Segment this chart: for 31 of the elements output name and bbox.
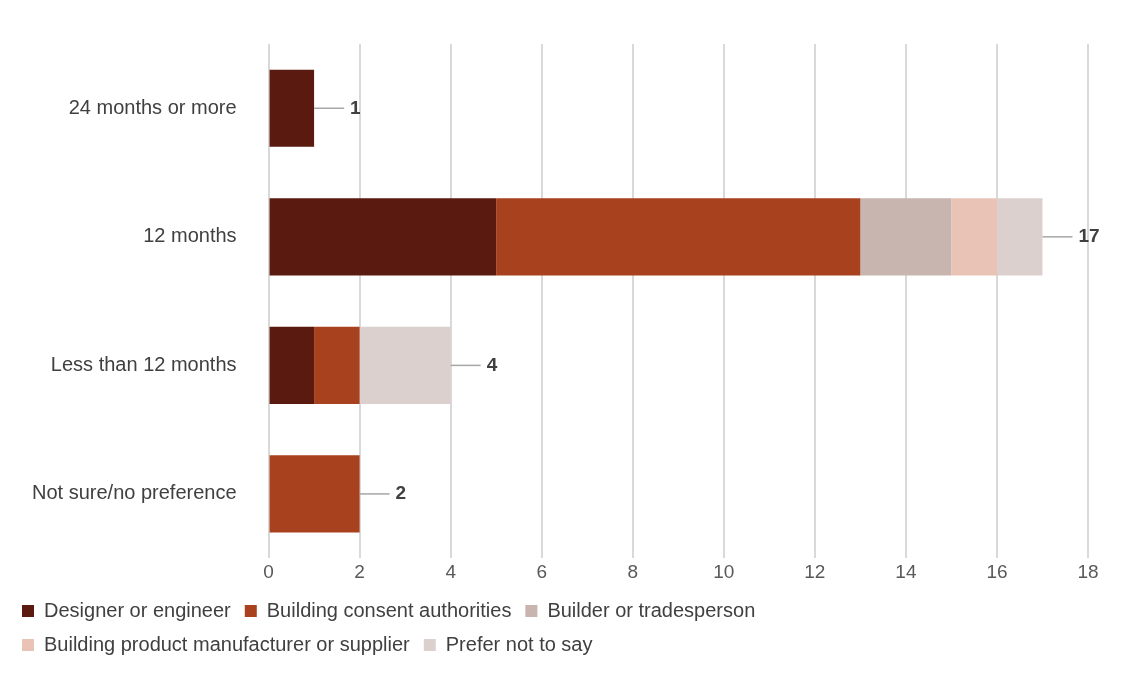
bar (269, 198, 497, 276)
x-tick-label: 14 (895, 560, 917, 582)
total-label: 4 (486, 353, 498, 375)
y-tick-label: Not sure/no preference (32, 481, 237, 504)
x-tick-label: 8 (627, 560, 639, 582)
bar (496, 198, 861, 276)
x-tick-label: 4 (445, 560, 457, 582)
legend-label: Building product manufacturer or supplier (44, 632, 411, 655)
x-tick-label: 18 (1077, 560, 1099, 582)
y-tick-label: 24 months or more (68, 95, 237, 118)
bar (314, 326, 360, 404)
x-tick-label: 16 (986, 560, 1008, 582)
legend-label: Designer or engineer (44, 598, 232, 621)
total-label: 17 (1078, 225, 1100, 247)
legend-label: Prefer not to say (445, 632, 593, 655)
legend-label: Builder or tradesperson (547, 598, 756, 621)
bar (269, 326, 315, 404)
legend-label: Building consent authorities (266, 598, 512, 621)
x-tick-label: 0 (263, 560, 274, 582)
bar (860, 198, 952, 276)
bar (951, 198, 997, 276)
total-label: 1 (350, 96, 362, 118)
x-tick-label: 2 (354, 560, 365, 582)
x-tick-label: 12 (804, 560, 826, 582)
total-label: 2 (395, 482, 407, 504)
bar (269, 69, 315, 147)
y-tick-label: Less than 12 months (50, 352, 237, 375)
x-tick-label: 6 (536, 560, 547, 582)
bar (269, 455, 360, 533)
x-tick-label: 10 (713, 560, 735, 582)
y-tick-label: 12 months (143, 224, 237, 247)
